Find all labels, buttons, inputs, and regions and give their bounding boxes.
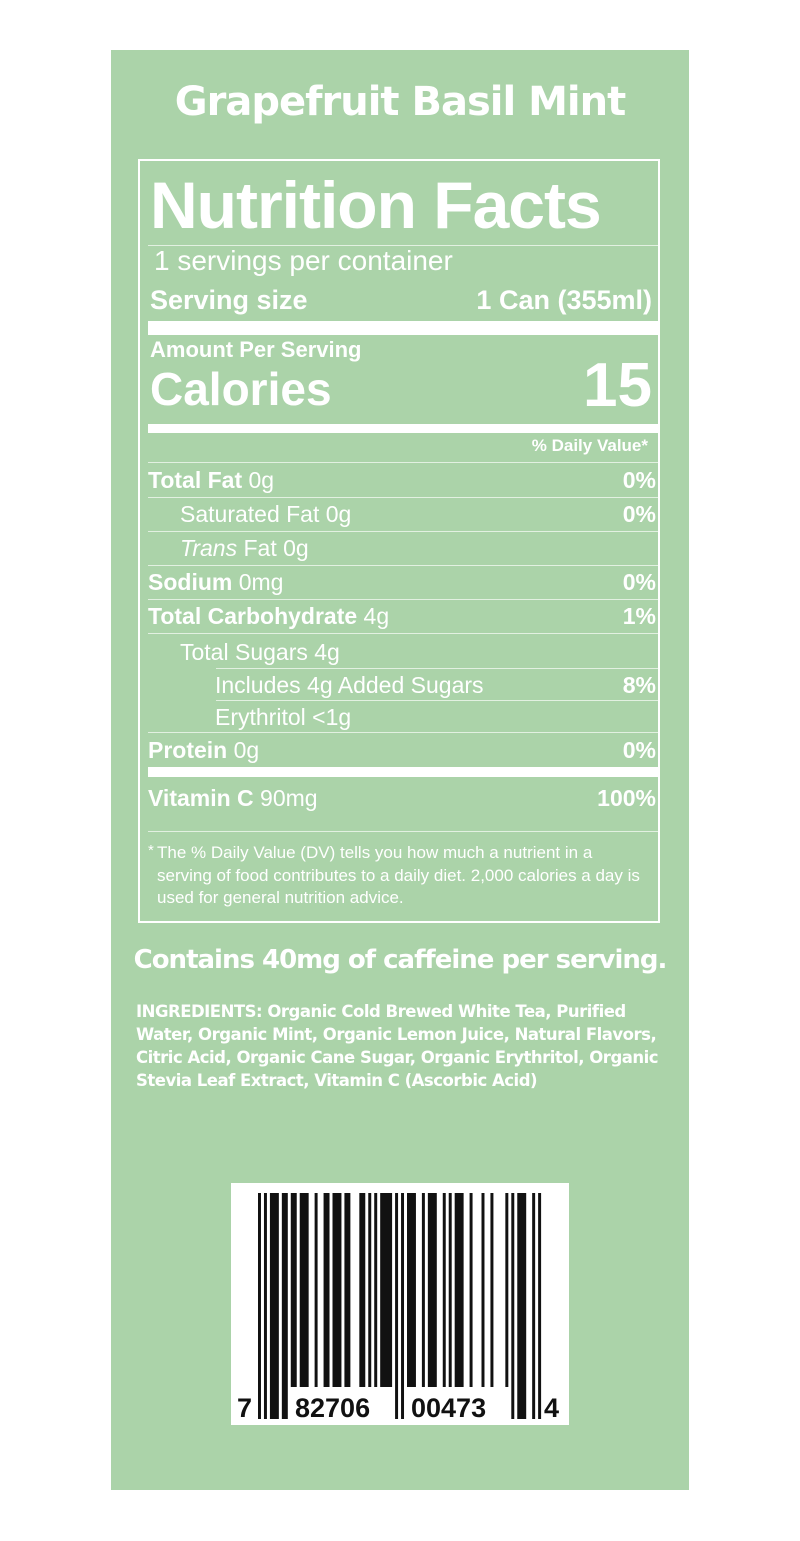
medium-divider bbox=[148, 767, 658, 777]
barcode-bar bbox=[538, 1193, 542, 1419]
barcode-bar bbox=[314, 1193, 318, 1387]
nutrient-row-sodium: Sodium 0mg 0% bbox=[148, 569, 656, 595]
barcode-bar bbox=[332, 1193, 342, 1387]
serving-size-label: Serving size bbox=[150, 285, 308, 315]
caffeine-statement: Contains 40mg of caffeine per serving. bbox=[133, 945, 668, 975]
barcode-bar bbox=[505, 1193, 509, 1387]
barcode-check-digit: 4 bbox=[544, 1393, 560, 1423]
barcode-bar bbox=[263, 1193, 267, 1419]
product-title: Grapefruit Basil Mint bbox=[174, 79, 626, 125]
nutrient-row-saturated-fat: Saturated Fat 0g 0% bbox=[180, 501, 656, 527]
nutrition-facts-title: Nutrition Facts bbox=[150, 168, 602, 242]
barcode-bar bbox=[344, 1193, 351, 1387]
nutrient-row-total-fat: Total Fat 0g 0% bbox=[148, 467, 656, 493]
barcode-bar bbox=[511, 1193, 515, 1419]
barcode-bar bbox=[407, 1193, 416, 1387]
nutrient-row-trans-fat: Trans Fat 0g bbox=[180, 535, 309, 561]
barcode-bar bbox=[368, 1193, 372, 1387]
daily-value-footnote: * The % Daily Value (DV) tells you how m… bbox=[148, 842, 640, 907]
barcode-bar bbox=[401, 1193, 405, 1419]
divider bbox=[148, 497, 658, 498]
nutrient-row-added-sugars: Includes 4g Added Sugars 8% bbox=[215, 672, 656, 698]
divider bbox=[148, 599, 658, 600]
barcode: 7 82706 00473 4 bbox=[231, 1183, 569, 1425]
serving-size-value: 1 Can (355ml) bbox=[476, 285, 652, 315]
divider bbox=[148, 531, 658, 532]
divider bbox=[216, 700, 658, 701]
medium-divider bbox=[148, 424, 658, 433]
barcode-bar bbox=[448, 1193, 452, 1387]
barcode-bar bbox=[517, 1193, 527, 1419]
calories-value: 15 bbox=[583, 351, 652, 420]
barcode-bar bbox=[359, 1193, 366, 1387]
barcode-left-group: 82706 bbox=[295, 1393, 371, 1423]
divider bbox=[148, 732, 658, 733]
barcode-bars bbox=[258, 1193, 542, 1419]
barcode-bar bbox=[269, 1193, 279, 1419]
barcode-bar bbox=[258, 1193, 261, 1419]
daily-value-header: % Daily Value* bbox=[531, 436, 648, 455]
divider bbox=[148, 831, 658, 832]
barcode-right-group: 00473 bbox=[411, 1393, 487, 1423]
barcode-bar bbox=[395, 1193, 399, 1419]
divider bbox=[148, 633, 658, 634]
calories-label: Calories bbox=[150, 363, 332, 415]
ingredients-list: INGREDIENTS: Organic Cold Brewed White T… bbox=[136, 1002, 659, 1090]
divider bbox=[216, 668, 658, 669]
barcode-bar bbox=[454, 1193, 464, 1387]
barcode-bar bbox=[442, 1193, 446, 1387]
nutrient-row-total-sugars: Total Sugars 4g bbox=[180, 639, 340, 665]
barcode-bar bbox=[323, 1193, 330, 1387]
barcode-bar bbox=[421, 1193, 425, 1387]
barcode-bar bbox=[281, 1193, 288, 1419]
barcode-bar bbox=[481, 1193, 485, 1387]
nutrition-facts-panel: Nutrition Facts 1 servings per container… bbox=[138, 159, 660, 923]
divider bbox=[148, 565, 658, 566]
barcode-bar bbox=[380, 1193, 393, 1387]
nutrient-row-erythritol: Erythritol <1g bbox=[215, 704, 352, 730]
nutrient-row-protein: Protein 0g 0% bbox=[148, 737, 656, 763]
amount-per-serving: Amount Per Serving bbox=[150, 337, 362, 362]
barcode-bar bbox=[290, 1193, 297, 1387]
divider bbox=[148, 462, 658, 463]
servings-per-container: 1 servings per container bbox=[154, 245, 453, 276]
barcode-bar bbox=[490, 1193, 494, 1387]
barcode-bar bbox=[427, 1193, 437, 1387]
barcode-bar bbox=[374, 1193, 378, 1387]
barcode-bar bbox=[299, 1193, 309, 1387]
divider bbox=[148, 245, 658, 246]
barcode-bar bbox=[532, 1193, 536, 1419]
barcode-bar bbox=[469, 1193, 473, 1387]
thick-divider bbox=[148, 321, 658, 335]
barcode-number-system: 7 bbox=[237, 1393, 253, 1423]
product-label-panel: Grapefruit Basil Mint Nutrition Facts 1 … bbox=[111, 50, 689, 1490]
nutrient-row-vitamin-c: Vitamin C 90mg 100% bbox=[148, 785, 656, 811]
nutrient-row-total-carbohydrate: Total Carbohydrate 4g 1% bbox=[148, 603, 656, 629]
